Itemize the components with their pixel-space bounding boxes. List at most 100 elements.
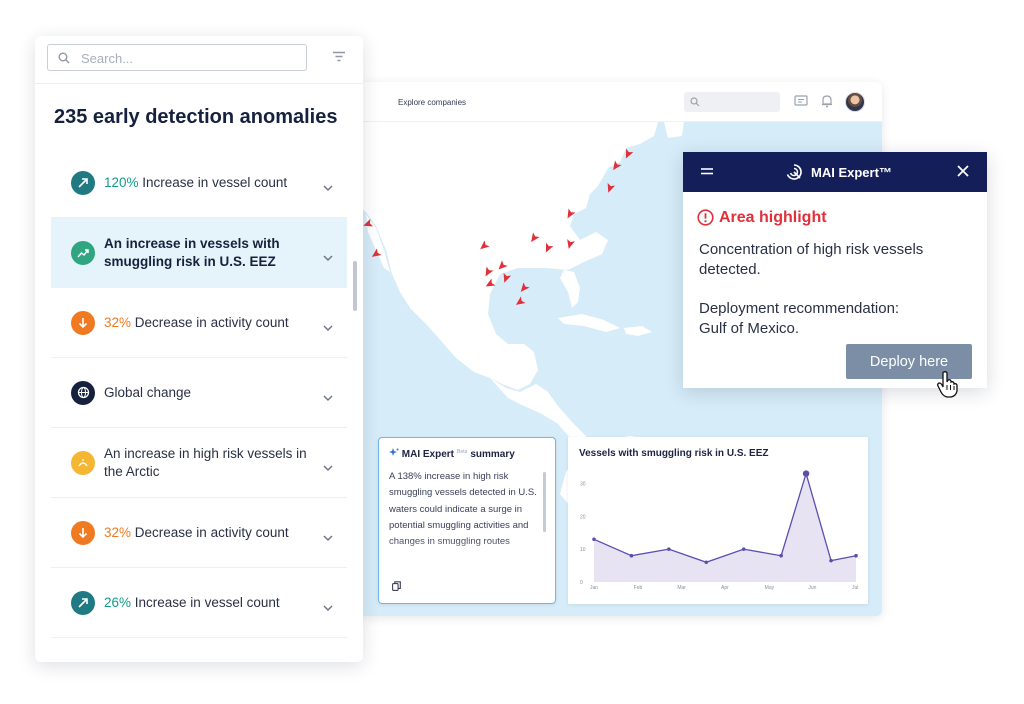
summary-title-prefix: MAI Expert [401,449,455,460]
summary-title: MAI Expert Beta summary [389,448,515,460]
chevron-down-icon[interactable] [323,458,333,476]
change-percentage: 32% [104,314,132,330]
list-item[interactable]: An increase in vessels with smuggling ri… [51,218,347,288]
change-percentage: 26% [104,594,132,610]
chat-icon[interactable] [794,95,808,108]
chevron-down-icon[interactable] [323,248,333,266]
avatar[interactable] [845,92,865,112]
anomalies-panel: 235 early detection anomalies 120% Incre… [35,36,363,662]
list-item-label: 26% Increase in vessel count [104,594,309,612]
vessel-marker-icon[interactable] [478,240,490,252]
chart-up-icon [71,240,95,265]
explore-companies-link[interactable]: Explore companies [398,98,467,107]
x-tick-label: Jun [808,585,816,591]
hand-cursor-icon [937,371,958,398]
list-item[interactable]: Global change [51,358,347,428]
list-item[interactable]: 32% Decrease in activity count [51,498,347,568]
mai-expert-summary-card: MAI Expert Beta summary A 138% increase in… [378,437,556,604]
list-item[interactable]: 120% Increase in vessel count [51,148,347,218]
vessel-marker-icon[interactable] [482,266,494,279]
popup-description: Concentration of high risk vessels detec… [699,241,924,278]
sparkle-icon [389,448,399,456]
chevron-down-icon[interactable] [323,528,333,546]
scrollbar[interactable] [353,261,357,311]
vessel-marker-icon[interactable] [484,278,496,290]
search-icon [58,52,70,64]
data-point[interactable] [667,547,671,551]
list-item[interactable] [51,638,347,662]
vessel-marker-icon[interactable] [518,282,530,294]
vessel-marker-icon[interactable] [564,208,576,221]
list-item-label: An increase in high risk vessels in the … [104,445,309,481]
chevron-down-icon[interactable] [323,178,333,196]
vessel-marker-icon[interactable] [610,160,622,172]
x-tick-label: Feb [634,585,643,591]
trend-up-icon [71,590,95,615]
vessel-marker-icon[interactable] [501,272,512,284]
dashboard-search-input[interactable] [684,92,780,112]
change-percentage: 32% [104,524,132,540]
data-point[interactable] [779,553,783,558]
vessel-marker-icon[interactable] [528,232,540,244]
popup-title: MAI Expert™ [811,165,892,180]
area-highlight-title: Area highlight [719,209,827,226]
dashboard-top-bar: Explore companies [358,82,882,122]
data-point[interactable] [741,547,746,551]
vessel-marker-icon[interactable] [622,148,634,161]
list-item-label: 32% Decrease in activity count [104,524,309,542]
series-area [594,473,856,582]
list-item-text: Decrease in activity count [131,524,289,540]
bell-icon[interactable] [821,94,833,108]
close-icon[interactable] [957,165,969,177]
y-tick-label: 20 [580,514,586,520]
list-item-label: An increase in vessels with smuggling ri… [104,235,309,271]
data-point[interactable] [802,470,810,477]
deployment-recommendation-value: Gulf of Mexico. [699,320,800,337]
list-item[interactable]: 26% Increase in vessel count [51,568,347,638]
chevron-down-icon[interactable] [323,318,333,336]
y-tick-label: 10 [580,547,586,553]
menu-icon[interactable] [701,167,713,176]
data-point[interactable] [854,553,858,558]
vessel-marker-icon[interactable] [362,218,374,230]
x-tick-label: May [765,585,775,591]
data-point[interactable] [829,558,833,563]
copy-icon[interactable] [392,581,401,591]
list-item-text: Decrease in activity count [131,314,289,330]
search-input-box[interactable] [47,44,307,71]
vessel-marker-icon[interactable] [605,182,616,194]
beta-badge: Beta [457,449,468,455]
vessel-marker-icon[interactable] [370,248,382,260]
data-point[interactable] [629,553,634,558]
summary-fade [379,538,555,574]
deployment-recommendation-label: Deployment recommendation: [699,300,900,317]
mai-logo-icon [786,164,802,180]
data-point[interactable] [592,537,596,542]
smuggling-risk-chart-card: 0 10 20 30 Jan Feb Mar Apr May Jun Jul Vessels wit… [568,437,868,604]
vessel-marker-icon[interactable] [496,260,508,272]
list-item-text: Increase in vessel count [138,174,288,190]
chevron-down-icon[interactable] [323,598,333,616]
y-tick-label: 30 [580,481,586,487]
search-input[interactable] [81,49,291,67]
vessel-marker-icon[interactable] [514,296,526,308]
list-item-text: Global change [104,384,192,400]
x-tick-label: Jan [590,585,598,591]
vessel-marker-icon[interactable] [565,239,575,250]
x-tick-label: Jul [852,585,858,591]
data-point[interactable] [704,560,709,565]
deploy-here-button[interactable]: Deploy here [846,344,972,379]
list-item[interactable]: An increase in high risk vessels in the … [51,428,347,498]
trend-down-icon [71,520,95,545]
vessel-marker-icon[interactable] [542,242,554,255]
line-chart[interactable]: 0 10 20 30 Jan Feb Mar Apr May Jun Jul [568,437,868,604]
y-tick-label: 0 [580,580,583,586]
summary-scrollbar[interactable] [543,472,546,532]
x-tick-label: Apr [721,585,729,591]
mai-expert-popup: MAI Expert™ Area highlight Concentration… [683,152,987,388]
list-item[interactable]: 32% Decrease in activity count [51,288,347,358]
chevron-down-icon[interactable] [323,388,333,406]
filter-icon[interactable] [332,51,346,62]
x-tick-label: Mar [677,585,686,591]
